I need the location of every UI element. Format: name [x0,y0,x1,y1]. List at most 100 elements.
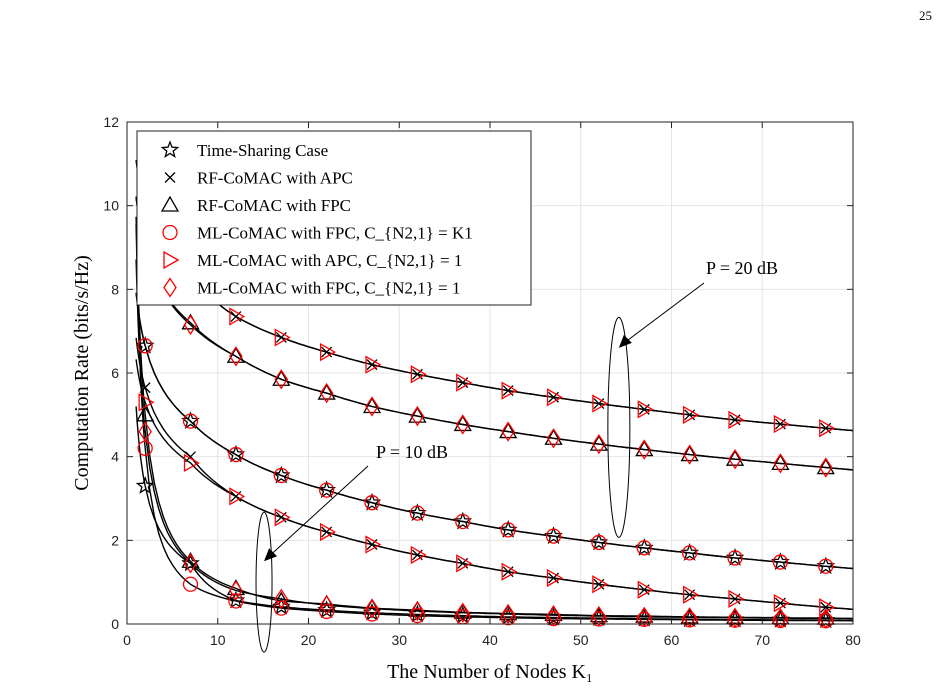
data-point [773,607,788,629]
data-point [410,600,425,622]
legend-marker [162,224,178,241]
data-point [182,413,199,429]
data-point [318,603,335,620]
legend-label: ML-CoMAC with APC, C_{N2,1} = 1 [197,251,462,270]
data-point [365,598,379,619]
data-point [136,405,155,422]
data-point [226,444,246,463]
data-point [773,414,790,434]
annotations: P = 20 dB P = 10 dB [255,258,778,653]
arrowhead-20db [618,334,632,348]
data-point [274,508,291,527]
data-point [455,513,471,530]
data-point [680,543,700,561]
legend-label: ML-CoMAC with FPC, C_{N2,1} = K1 [197,224,473,243]
data-point [229,346,243,367]
data-point [228,593,244,609]
data-point [408,406,427,423]
axis-labels: The Number of Nodes K₁ Computation Rate (… [71,255,593,683]
data-point [274,369,289,390]
data-point [818,608,833,629]
data-point [272,369,291,386]
x-tick-label: 40 [482,632,498,648]
data-point [230,311,242,322]
data-point [226,346,246,363]
data-point [637,439,652,460]
data-point [321,526,333,538]
data-point [546,388,563,407]
data-point [182,576,199,592]
data-point [728,589,745,609]
data-point [362,598,382,615]
data-point [727,550,743,566]
data-point [319,382,334,404]
y-tick-label: 0 [111,616,119,632]
data-point [362,492,382,511]
data-point [319,342,336,362]
legend-label: Time-Sharing Case [197,141,328,160]
data-point [682,607,697,628]
series-line-3 [135,259,853,620]
legend-label: ML-CoMAC with FPC, C_{N2,1} = 1 [197,279,460,298]
x-tick-label: 70 [754,632,770,648]
data-point [456,554,473,573]
data-point [409,505,426,521]
series-markers [135,196,836,629]
data-point [183,553,198,574]
data-point [818,457,833,478]
data-point [319,595,334,616]
series-line-0 [135,406,854,622]
data-point [818,558,834,574]
legend-marker [164,172,176,183]
data-point [683,585,699,604]
data-point [725,548,745,566]
arrowhead-10db [264,548,278,562]
data-point [637,606,652,628]
data-point [410,405,425,427]
data-point [273,600,289,616]
y-tick-label: 12 [103,114,119,130]
x-tick-label: 20 [301,632,317,648]
data-point [362,397,382,414]
data-point [501,603,515,625]
data-point [408,503,427,522]
series-line-11 [135,160,854,432]
data-point [456,373,473,392]
data-point [275,511,287,523]
legend-box [136,130,532,306]
data-point [274,328,291,347]
data-point [589,532,609,551]
y-tick-label: 4 [111,449,119,465]
series-line-5 [135,359,854,610]
data-point [682,444,697,465]
annotation-10db: P = 10 dB [376,442,448,462]
data-point [364,495,380,511]
data-point [319,522,336,542]
data-point [545,528,562,544]
x-tick-label: 30 [391,632,407,648]
data-point [455,414,470,435]
data-point [274,588,289,610]
data-point [364,606,380,622]
data-point [816,556,836,575]
data-point [271,465,291,484]
data-point [636,540,652,556]
data-point [819,598,836,617]
arrow-20db [622,282,705,345]
data-point [725,449,745,466]
data-point [455,602,470,623]
data-point [634,538,654,556]
data-point [321,346,333,358]
data-point [366,359,378,371]
data-point [410,545,427,565]
data-point [728,607,742,628]
series-line-9 [135,196,854,471]
data-point [816,458,835,475]
data-point [318,482,335,498]
data-point [637,400,654,419]
data-point [637,580,654,599]
x-tick-label: 80 [845,632,861,648]
legend-marker [163,250,180,270]
data-point [135,476,155,494]
